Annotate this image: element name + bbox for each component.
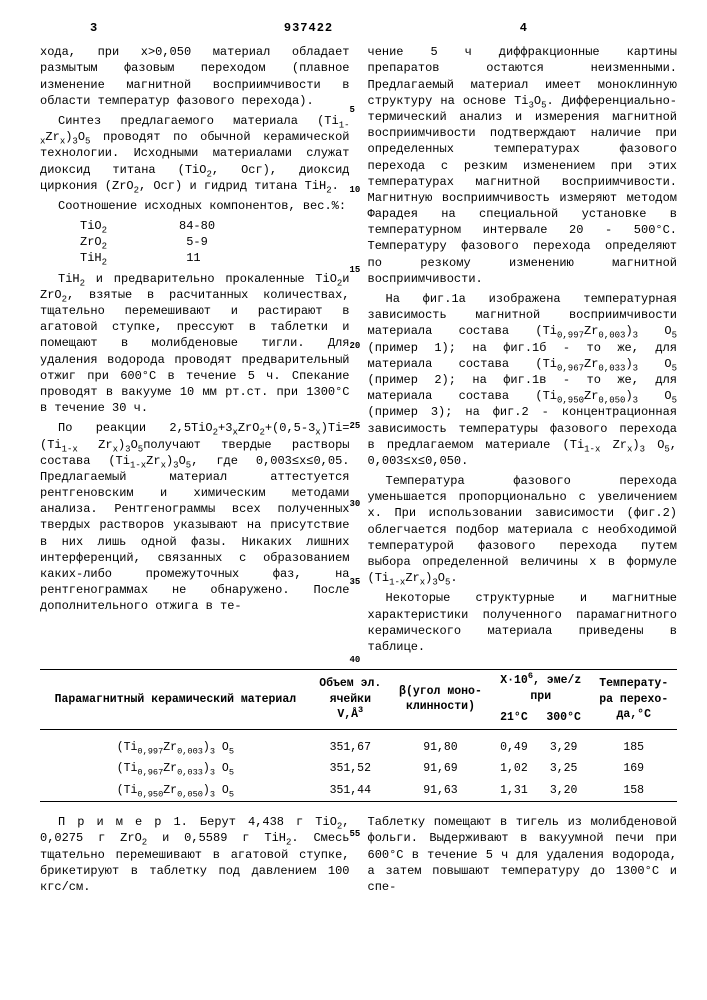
table-row: (Ti0,997Zr0,003)3 O5 351,6791,800,493,29… [40, 729, 677, 758]
para: Синтез предлагаемого материала (Ti1-xZrx… [40, 113, 350, 194]
para: На фиг.1а изображена температурная завис… [368, 291, 678, 469]
line-marker: 5 [350, 104, 355, 116]
line-marker: 40 [350, 654, 361, 666]
para: хода, при х>0,050 материал обладает разм… [40, 44, 350, 109]
line-marker: 30 [350, 498, 361, 510]
para: П р и м е р 1. Берут 4,438 г TiO2, 0,027… [40, 814, 350, 895]
columns-lower: П р и м е р 1. Берут 4,438 г TiO2, 0,027… [40, 814, 677, 899]
line-marker: 35 [350, 576, 361, 588]
doc-number: 937422 [284, 20, 333, 36]
th-volume: Объем эл.ячейкиV,Å3 [311, 670, 390, 730]
page-left: 3 [90, 20, 97, 36]
column-left: хода, при х>0,050 материал обладает разм… [40, 44, 350, 659]
th-angle: β(угол моно-клинности) [390, 670, 491, 730]
column-right: 5 10 15 20 25 30 35 40 чение 5 ч диффрак… [368, 44, 678, 659]
para: Температура фазового перехода уменьшаетс… [368, 473, 678, 586]
line-marker: 15 [350, 264, 361, 276]
para: Соотношение исходных компонентов, вес.%: [40, 198, 350, 214]
header: 3 937422 4 [40, 20, 677, 36]
para: TiH2 и предварительно прокаленные TiO2и … [40, 271, 350, 417]
table-row: (Ti0,950Zr0,050)3 O5 351,4491,631,313,20… [40, 780, 677, 802]
table-row: (Ti0,967Zr0,033)3 O5 351,5291,691,023,25… [40, 758, 677, 780]
line-marker: 25 [350, 420, 361, 432]
para: Таблетку помещают в тигель из молибденов… [368, 814, 678, 895]
th-chi: Χ·106, эме/zпри [491, 670, 590, 708]
para: чение 5 ч диффракционные картины препара… [368, 44, 678, 287]
para: По реакции 2,5TiO2+3xZrO2+(0,5-3x)Ti=(Ti… [40, 420, 350, 614]
th-temp: Температу-ра перехо-да,°С [590, 670, 677, 730]
page-right: 4 [520, 20, 527, 36]
th-21c: 21°С [491, 707, 537, 729]
para: Некоторые структурные и магнитные характ… [368, 590, 678, 655]
line-marker: 10 [350, 184, 361, 196]
properties-table: Парамагнитный керамический материал Объе… [40, 669, 677, 802]
comp-list: TiO2 84-80 ZrO2 5-9 TiH2 11 [80, 218, 350, 267]
line-marker: 55 [350, 828, 361, 840]
column-right-bottom: 55 Таблетку помещают в тигель из молибде… [368, 814, 678, 899]
columns-upper: хода, при х>0,050 материал обладает разм… [40, 44, 677, 659]
line-marker: 20 [350, 340, 361, 352]
th-300c: 300°С [537, 707, 591, 729]
column-left-bottom: П р и м е р 1. Берут 4,438 г TiO2, 0,027… [40, 814, 350, 899]
th-material: Парамагнитный керамический материал [40, 670, 311, 730]
